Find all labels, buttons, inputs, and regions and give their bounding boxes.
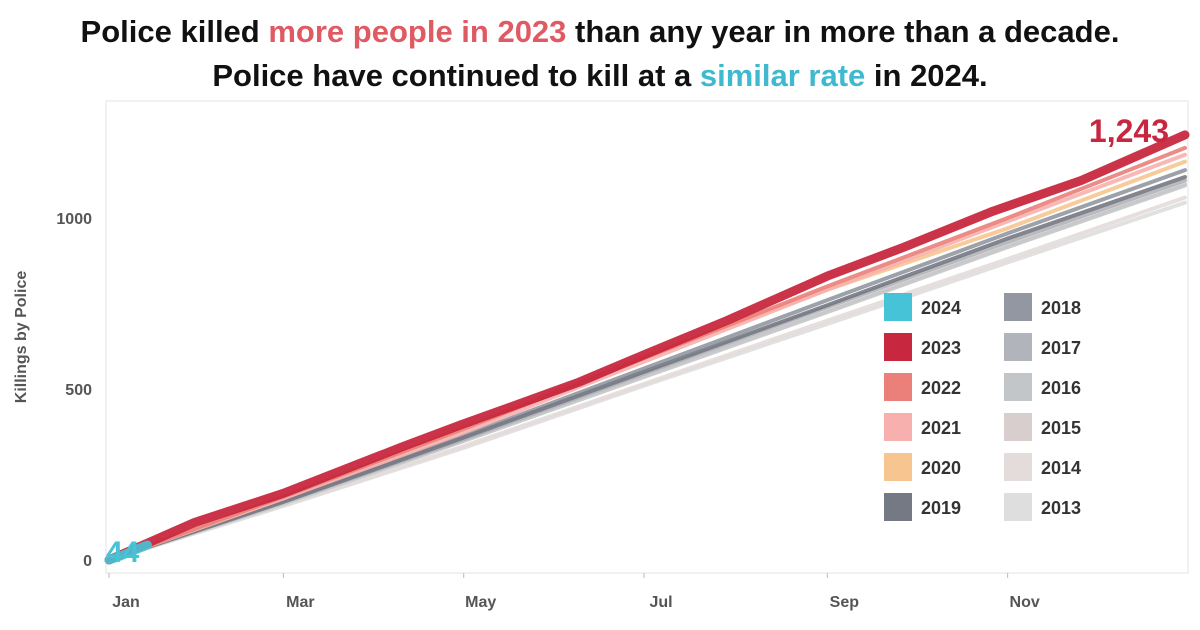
series-lines [104, 130, 1190, 565]
legend-label: 2022 [921, 378, 962, 398]
annotation-2024: 44 [106, 536, 140, 569]
headline-line-1: Police killed more people in 2023 than a… [0, 14, 1200, 50]
legend-swatch [884, 453, 912, 481]
chart-legend: 2024 2023 2022 2021 2020 2019 2018 2017 2016 2015… [884, 293, 1124, 533]
legend-swatch [884, 293, 912, 321]
x-tick-label: Mar [286, 594, 314, 611]
series-line-2019 [107, 175, 1187, 562]
series-line-2024 [104, 540, 152, 565]
annotation-2023: 1,243 [1089, 113, 1169, 149]
legend-label: 2020 [921, 458, 962, 478]
headline-line-2: Police have continued to kill at a simil… [0, 58, 1200, 94]
legend-swatch [1004, 493, 1032, 521]
y-tick-label: 500 [65, 382, 92, 399]
headline-1-text-before: Police killed [80, 14, 269, 49]
headline-2-text-after: in 2024. [865, 58, 988, 93]
legend-label: 2018 [1041, 298, 1082, 318]
legend-swatch [1004, 453, 1032, 481]
legend-swatch [884, 413, 912, 441]
legend-swatch [1004, 293, 1032, 321]
legend-label: 2017 [1041, 338, 1082, 358]
annotations: 44 1,243 [106, 113, 1169, 569]
legend-swatch [1004, 373, 1032, 401]
legend-swatch [884, 373, 912, 401]
headline-1-highlight: more people in 2023 [268, 14, 567, 49]
legend-label: 2023 [921, 338, 962, 358]
x-axis-ticks: Jan Mar May Jul Sep Nov [108, 573, 1040, 611]
x-tick-label: Jan [112, 594, 140, 611]
legend-label: 2015 [1041, 418, 1082, 438]
legend-label: 2021 [921, 418, 962, 438]
x-tick-label: Sep [830, 594, 860, 611]
y-axis-ticks: 0 500 1000 [56, 211, 92, 570]
series-line-2023 [104, 130, 1190, 565]
legend-swatch [884, 333, 912, 361]
legend-label: 2024 [921, 298, 962, 318]
y-tick-label: 1000 [56, 211, 92, 228]
plot-frame [105, 100, 1189, 574]
x-tick-label: May [465, 594, 496, 611]
y-tick-label: 0 [83, 553, 92, 570]
headline-1-text-after: than any year in more than a decade. [566, 14, 1120, 49]
legend-swatch [1004, 333, 1032, 361]
headline-2-text-before: Police have continued to kill at a [212, 58, 700, 93]
legend-label: 2014 [1041, 458, 1082, 478]
legend-label: 2013 [1041, 498, 1082, 518]
legend-swatch [884, 493, 912, 521]
legend-swatch [1004, 413, 1032, 441]
legend-label: 2016 [1041, 378, 1082, 398]
x-tick-label: Jul [649, 594, 672, 611]
y-axis-label: Killings by Police [13, 271, 30, 404]
legend-label: 2019 [921, 498, 962, 518]
x-tick-label: Nov [1010, 594, 1040, 611]
headline-2-highlight: similar rate [699, 58, 866, 93]
